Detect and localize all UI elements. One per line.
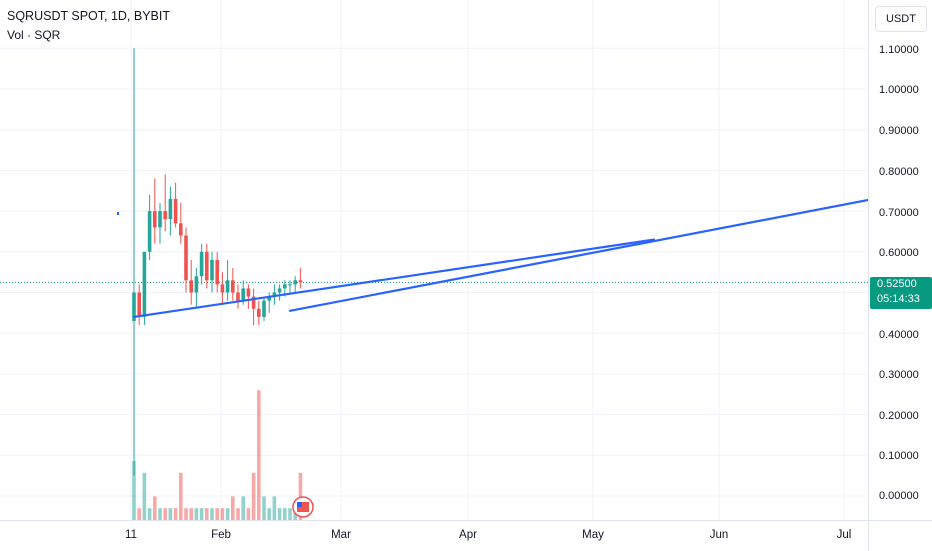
volume-bar: [210, 508, 214, 520]
candle-body: [298, 280, 303, 283]
candle-body: [142, 251, 147, 317]
volume-bar: [257, 390, 261, 520]
time-label: Apr: [459, 529, 477, 541]
volume-bar: [132, 461, 136, 520]
volume-bar: [163, 508, 167, 520]
trendline: [132, 238, 656, 319]
volume-bar: [142, 472, 147, 520]
candle-body: [246, 288, 251, 297]
candlestick-chart[interactable]: [0, 0, 868, 520]
price-tick-label: 0.70000: [879, 207, 919, 219]
candle-body: [179, 223, 183, 236]
price-tick-label: 0.80000: [879, 166, 919, 178]
volume-bar: [205, 508, 209, 520]
volume-bar: [179, 472, 183, 520]
candle-body: [288, 284, 292, 286]
volume-bar: [147, 508, 152, 520]
last-price-value: 0.52500: [877, 278, 917, 290]
volume-bar: [137, 508, 141, 520]
candle-body: [132, 292, 136, 321]
volume-indicator-label[interactable]: Vol · SQR: [7, 28, 61, 42]
volume-bar: [272, 496, 277, 520]
volume-bar: [173, 508, 178, 520]
currency-button[interactable]: USDT: [875, 6, 927, 32]
candle-body: [220, 284, 225, 293]
time-label: Mar: [331, 529, 351, 541]
price-tick-label: 0.40000: [879, 329, 919, 341]
candle-body: [184, 235, 188, 281]
volume-bar: [283, 508, 287, 520]
price-tick-label: 0.30000: [879, 369, 919, 381]
volume-bar: [251, 472, 256, 520]
trendline: [288, 198, 868, 312]
candle-body: [158, 211, 162, 228]
volume-bar: [241, 496, 245, 520]
price-tick-label: 0.90000: [879, 125, 919, 137]
candle-body: [194, 276, 199, 293]
candle-body: [163, 211, 167, 220]
candle-body: [168, 198, 173, 220]
axis-corner: [868, 520, 932, 551]
candle-body: [251, 296, 256, 309]
volume-bar: [262, 496, 266, 520]
volume-bar: [298, 472, 303, 520]
volume-bar: [184, 508, 188, 520]
volume-bar: [288, 508, 292, 520]
price-tick-label: 1.00000: [879, 84, 919, 96]
volume-bar: [231, 496, 235, 520]
price-tick-label: 0.20000: [879, 410, 919, 422]
candle-body: [153, 211, 157, 228]
candle-body: [283, 284, 287, 289]
volume-bar: [153, 496, 157, 520]
volume-bar: [277, 508, 282, 520]
candle-body: [236, 292, 240, 301]
price-tick-label: 0.60000: [879, 247, 919, 259]
time-label: May: [582, 529, 604, 541]
drawing-marker: [117, 212, 119, 215]
candle-body: [225, 280, 230, 293]
volume-bar: [215, 508, 219, 520]
candle-body: [205, 251, 209, 281]
event-flag-icon: [297, 502, 302, 507]
last-price-badge: 0.52500 05:14:33: [870, 277, 932, 309]
candle-body: [293, 280, 297, 285]
event-flag-icon: [297, 502, 309, 512]
candle-body: [137, 292, 141, 317]
symbol-title[interactable]: SQRUSDT SPOT, 1D, BYBIT: [7, 9, 171, 23]
volume-bar: [236, 508, 240, 520]
candle-body: [173, 198, 178, 224]
volume-bar: [225, 508, 230, 520]
candle-body: [147, 211, 152, 252]
volume-bar: [168, 508, 173, 520]
time-axis[interactable]: 11 Feb Mar Apr May Jun Jul: [0, 520, 868, 551]
candle-body: [210, 259, 214, 281]
time-label: Feb: [211, 529, 231, 541]
chart-plot-area[interactable]: SQRUSDT SPOT, 1D, BYBIT Vol · SQR: [0, 0, 868, 520]
candle-body: [257, 308, 261, 317]
price-tick-label: 0.10000: [879, 450, 919, 462]
volume-bar: [246, 508, 251, 520]
price-tick-label: 0.00000: [879, 490, 919, 502]
candle-body: [199, 251, 204, 277]
candle-body: [277, 288, 282, 293]
price-axis[interactable]: USDT 1.10000 1.00000 0.90000 0.80000 0.7…: [868, 0, 932, 520]
time-label: Jun: [709, 529, 729, 541]
candle-body: [189, 280, 193, 293]
candle-body: [231, 280, 235, 293]
time-label: Jul: [836, 529, 852, 541]
candle-body: [267, 296, 271, 301]
volume-bar: [199, 508, 204, 520]
volume-bar: [189, 508, 193, 520]
candle-body: [262, 300, 266, 317]
volume-bar: [194, 508, 199, 520]
candle-body: [241, 288, 245, 301]
candle-body: [215, 259, 219, 285]
price-tick-label: 1.10000: [879, 44, 919, 56]
candle-body: [272, 292, 277, 297]
volume-bar: [158, 508, 162, 520]
volume-bar: [267, 508, 271, 520]
time-label: 11: [125, 529, 137, 541]
candle-countdown: 05:14:33: [877, 293, 920, 305]
volume-bar: [220, 508, 225, 520]
